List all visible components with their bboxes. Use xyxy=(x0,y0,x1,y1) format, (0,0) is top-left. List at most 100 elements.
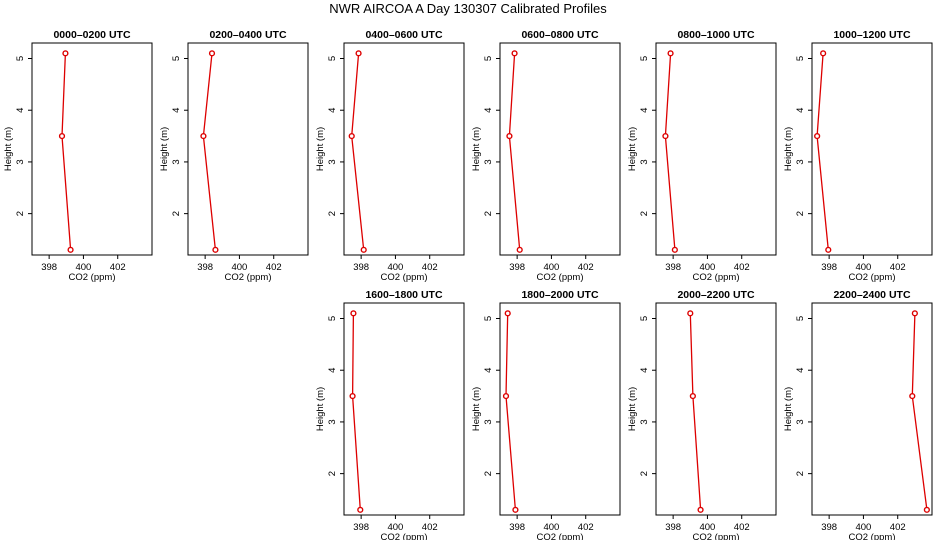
plot-frame xyxy=(499,302,621,516)
y-axis-label: Height (m) xyxy=(471,387,482,431)
x-tick-label: 402 xyxy=(734,522,750,533)
x-tick-label: 400 xyxy=(387,262,403,273)
data-point xyxy=(349,392,356,400)
data-point xyxy=(923,506,930,513)
data-point xyxy=(516,246,523,253)
y-tick-label: 5 xyxy=(171,56,182,61)
plot-frame xyxy=(811,42,933,256)
plot-frame xyxy=(655,302,777,516)
x-tick-label: 400 xyxy=(543,262,559,273)
x-axis-label: CO2 (ppm) xyxy=(849,272,896,283)
data-point xyxy=(820,50,827,57)
x-tick-label: 398 xyxy=(509,522,525,533)
x-tick-label: 400 xyxy=(543,522,559,533)
y-tick-label: 4 xyxy=(171,108,182,113)
x-tick-label: 398 xyxy=(509,262,525,273)
y-tick-label: 5 xyxy=(795,316,806,321)
y-axis-label: Height (m) xyxy=(783,127,794,171)
x-axis-label: CO2 (ppm) xyxy=(537,532,584,540)
y-tick-label: 4 xyxy=(795,108,806,113)
panel-title: 2000–2200 UTC xyxy=(677,289,754,301)
panel-08001000: 0800–1000 UTC 398 400 402 2 3 4 5 CO2 (ppm) Heigh… xyxy=(627,29,777,283)
data-point xyxy=(360,246,367,253)
y-tick-label: 5 xyxy=(327,56,338,61)
y-tick-label: 3 xyxy=(483,419,494,424)
y-tick-label: 4 xyxy=(327,368,338,373)
y-tick-label: 4 xyxy=(483,108,494,113)
x-axis-label: CO2 (ppm) xyxy=(381,532,428,540)
data-point xyxy=(814,132,821,140)
x-tick-label: 398 xyxy=(665,522,681,533)
x-axis-label: CO2 (ppm) xyxy=(381,272,428,283)
y-tick-label: 2 xyxy=(795,211,806,216)
data-point xyxy=(357,506,364,513)
y-tick-label: 2 xyxy=(327,211,338,216)
plot-frame xyxy=(655,42,777,256)
series-line xyxy=(911,313,928,510)
data-point xyxy=(687,310,694,317)
x-tick-label: 398 xyxy=(41,262,57,273)
y-axis-label: Height (m) xyxy=(783,387,794,431)
x-tick-label: 402 xyxy=(578,522,594,533)
data-point xyxy=(689,392,696,400)
data-point xyxy=(58,132,66,140)
y-axis-label: Height (m) xyxy=(627,127,638,171)
x-tick-label: 398 xyxy=(821,262,837,273)
series-line xyxy=(351,313,361,510)
y-axis-label: Height (m) xyxy=(315,387,326,431)
x-tick-label: 400 xyxy=(387,522,403,533)
data-point xyxy=(667,50,674,57)
data-point xyxy=(909,392,916,400)
data-point xyxy=(511,50,518,57)
y-tick-label: 5 xyxy=(327,316,338,321)
data-point xyxy=(512,506,519,513)
panel-00000200: 0000–0200 UTC 398 400 402 2 3 4 5 CO2 (ppm) Heigh… xyxy=(3,29,153,283)
panel-20002200: 2000–2200 UTC 398 400 402 2 3 4 5 CO2 (ppm) Heigh… xyxy=(627,289,777,540)
y-tick-label: 3 xyxy=(795,419,806,424)
series-line xyxy=(689,313,702,510)
panel-title: 1000–1200 UTC xyxy=(833,29,910,41)
y-tick-label: 3 xyxy=(15,159,26,164)
plot-frame xyxy=(343,42,465,256)
x-tick-label: 398 xyxy=(353,522,369,533)
x-tick-label: 402 xyxy=(890,522,906,533)
plot-frame xyxy=(343,302,465,516)
y-tick-label: 5 xyxy=(795,56,806,61)
plot-frame xyxy=(811,302,933,516)
y-tick-label: 3 xyxy=(171,159,182,164)
x-tick-label: 402 xyxy=(110,262,126,273)
plot-frame xyxy=(31,42,153,256)
x-tick-label: 398 xyxy=(353,262,369,273)
x-tick-label: 402 xyxy=(266,262,282,273)
y-tick-label: 4 xyxy=(639,368,650,373)
data-point xyxy=(208,50,216,57)
y-tick-label: 2 xyxy=(327,471,338,476)
data-point xyxy=(502,392,510,400)
data-point xyxy=(62,50,69,57)
figure-title: NWR AIRCOA A Day 130307 Calibrated Profi… xyxy=(329,1,607,16)
x-tick-label: 402 xyxy=(890,262,906,273)
y-tick-label: 2 xyxy=(795,471,806,476)
y-tick-label: 3 xyxy=(327,159,338,164)
y-tick-label: 4 xyxy=(639,108,650,113)
panel-title: 0000–0200 UTC xyxy=(53,29,130,41)
data-point xyxy=(200,132,207,140)
data-point xyxy=(67,246,74,253)
y-tick-label: 5 xyxy=(15,56,26,61)
data-point xyxy=(671,246,678,253)
series-line xyxy=(508,53,521,250)
panel-18002000: 1800–2000 UTC 398 400 402 2 3 4 5 CO2 (ppm) Heigh… xyxy=(471,289,621,540)
series-line xyxy=(351,53,365,250)
panel-title: 0600–0800 UTC xyxy=(521,29,598,41)
y-tick-label: 2 xyxy=(639,211,650,216)
x-tick-label: 400 xyxy=(855,522,871,533)
panel-title: 0200–0400 UTC xyxy=(209,29,286,41)
x-axis-label: CO2 (ppm) xyxy=(693,532,740,540)
y-tick-label: 3 xyxy=(483,159,494,164)
panel-06000800: 0600–0800 UTC 398 400 402 2 3 4 5 CO2 (ppm) Heigh… xyxy=(471,29,621,283)
y-tick-label: 3 xyxy=(327,419,338,424)
y-tick-label: 4 xyxy=(327,108,338,113)
panel-10001200: 1000–1200 UTC 398 400 402 2 3 4 5 CO2 (ppm) Heigh… xyxy=(783,29,933,283)
x-tick-label: 400 xyxy=(75,262,91,273)
